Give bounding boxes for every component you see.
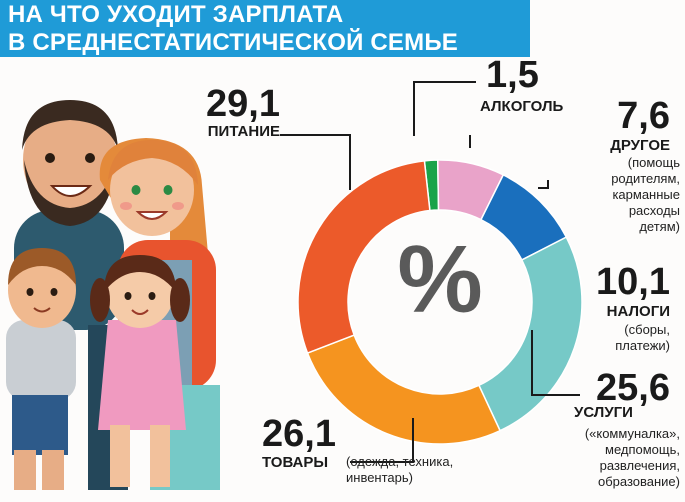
title-line-2: В СРЕДНЕСТАТИСТИЧЕСКОЙ СЕМЬЕ [8,29,458,56]
value-pitanie: 29,1 [206,83,280,125]
value-drugoe: 7,6 [617,95,670,137]
note-tovary: (одежда, техника, инвентарь) [346,454,454,485]
leader-line-tovary [350,418,414,463]
label-alkogol: АЛКОГОЛЬ [480,98,564,115]
center-percent-symbol: % [397,226,482,333]
value-nalogi: 10,1 [596,261,670,303]
label-nalogi: НАЛОГИ [606,303,670,320]
title-band: НА ЧТО УХОДИТ ЗАРПЛАТА В СРЕДНЕСТАТИСТИЧ… [0,0,530,57]
note-uslugi: («коммуналка», медпомощь, развлечения, о… [584,426,680,489]
donut-slice-pitanie [297,160,431,355]
note-drugoe: (помощь родителям, карманные расходы дет… [611,155,680,234]
leader-line-pitanie [280,134,351,190]
donut-chart [297,159,583,445]
label-pitanie: ПИТАНИЕ [207,123,280,140]
leader-lines [280,81,580,463]
donut-slice-uslugi [477,236,583,432]
title-line-1: НА ЧТО УХОДИТ ЗАРПЛАТА [8,1,344,28]
value-alkogol: 1,5 [486,54,539,96]
label-uslugi: УСЛУГИ [574,404,633,421]
leader-line-nalogi [538,180,549,189]
girl-figure [90,255,190,487]
leader-line-uslugi [531,330,580,396]
value-tovary: 26,1 [262,413,336,455]
label-drugoe: ДРУГОЕ [610,137,670,154]
value-uslugi: 25,6 [596,367,670,409]
family-illustration [6,100,220,490]
donut-slice-tovary [306,334,502,445]
label-tovary: ТОВАРЫ [262,454,329,471]
boy-figure [6,248,76,490]
leader-line-alkogol [413,81,476,136]
note-nalogi: (сборы, платежи) [615,322,670,353]
